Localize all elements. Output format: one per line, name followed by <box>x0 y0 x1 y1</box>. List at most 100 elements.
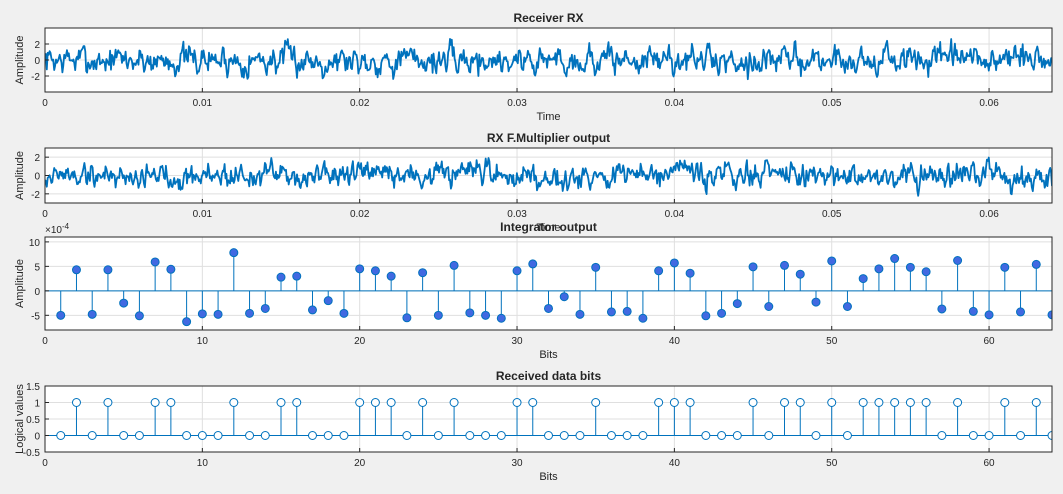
chart-title: Received data bits <box>496 369 602 383</box>
stem-marker <box>56 310 66 320</box>
stem-marker <box>544 303 553 313</box>
stem-marker <box>575 431 585 440</box>
x-tick-label: 10 <box>197 458 209 469</box>
stem-marker <box>87 309 97 319</box>
chart-title: Receiver RX <box>513 11 583 25</box>
stem-marker <box>307 305 317 315</box>
stem-marker <box>465 308 475 318</box>
x-tick-label: 0.03 <box>507 209 527 220</box>
stem-marker <box>229 248 239 258</box>
stem-marker <box>1016 431 1026 440</box>
stem-marker <box>449 260 459 270</box>
stem-marker <box>622 431 632 440</box>
stem-marker <box>748 398 758 407</box>
x-tick-label: 20 <box>354 458 366 469</box>
x-tick-label: 60 <box>984 458 996 469</box>
stem-marker <box>71 265 81 275</box>
stem-marker <box>103 398 113 407</box>
stem-marker <box>292 398 302 407</box>
stem-marker <box>213 431 223 440</box>
stem-marker <box>229 398 239 407</box>
x-tick-label: 40 <box>669 336 681 347</box>
stem-marker <box>591 398 601 407</box>
stem-marker <box>748 262 758 272</box>
stem-marker <box>528 259 538 269</box>
stem-marker <box>87 431 97 440</box>
stem-marker <box>134 311 144 321</box>
y-tick-label: 0 <box>34 56 40 67</box>
stem-marker <box>292 271 302 281</box>
stem-marker <box>921 267 931 277</box>
y-axis-label: Amplitude <box>14 36 26 85</box>
stem-marker <box>166 398 176 407</box>
stem-marker <box>905 398 915 407</box>
y-axis-label: Logical values <box>14 384 26 454</box>
y-tick-label: -2 <box>31 72 40 83</box>
y-exponent-label: ×10-4 <box>45 222 70 236</box>
stem-marker <box>842 302 852 312</box>
y-axis-label: Amplitude <box>14 259 26 308</box>
exponent-power: -4 <box>62 222 70 231</box>
stem-marker <box>953 255 963 265</box>
stem-marker <box>638 431 648 440</box>
stem-marker <box>606 307 616 317</box>
stem-marker <box>1047 310 1052 320</box>
stem-marker <box>182 431 192 440</box>
y-tick-label: 1 <box>34 399 40 410</box>
stem-marker <box>811 297 821 307</box>
stem-marker <box>370 266 380 276</box>
stem-marker <box>1016 307 1026 317</box>
stem-marker <box>182 317 192 327</box>
stem-marker <box>795 269 805 279</box>
y-tick-label: -2 <box>31 190 40 201</box>
stem-marker <box>968 306 978 316</box>
x-tick-label: 60 <box>984 336 996 347</box>
stem-marker <box>402 431 412 440</box>
plot-area <box>45 38 1052 81</box>
plot-area <box>45 248 1052 327</box>
x-tick-label: 0.02 <box>350 209 370 220</box>
stem-marker <box>654 398 664 407</box>
stem-marker <box>701 311 711 321</box>
x-tick-label: 0.04 <box>665 209 685 220</box>
stem-marker <box>717 431 727 440</box>
stem-marker <box>355 398 365 407</box>
stem-marker <box>276 398 286 407</box>
stem-marker <box>134 431 144 440</box>
y-tick-label: 0 <box>34 287 40 298</box>
x-tick-label: 10 <box>197 336 209 347</box>
stem-marker <box>701 431 711 440</box>
x-axis-label: Time <box>536 111 560 123</box>
x-axis-label: Bits <box>539 349 558 361</box>
stem-marker <box>921 398 931 407</box>
stem-marker <box>433 431 443 440</box>
stem-marker <box>1000 262 1010 272</box>
plot-area <box>45 398 1052 440</box>
x-tick-label: 0.06 <box>979 209 999 220</box>
stem-marker <box>433 310 443 320</box>
stem-marker <box>119 298 129 308</box>
stem-marker <box>764 431 774 440</box>
stem-marker <box>355 264 365 274</box>
stem-marker <box>166 264 176 274</box>
stem-marker <box>559 431 569 440</box>
stem-marker <box>245 308 255 318</box>
stem-marker <box>402 313 412 323</box>
stem-marker <box>874 398 884 407</box>
x-tick-label: 50 <box>826 458 838 469</box>
stem-marker <box>780 398 790 407</box>
stem-marker <box>717 308 727 318</box>
stem-marker <box>276 272 286 282</box>
chart-title: Integrator output <box>500 220 597 234</box>
y-tick-label: 0 <box>34 172 40 183</box>
stem-marker <box>197 309 207 319</box>
stem-marker <box>654 266 664 276</box>
stem-marker <box>1031 259 1041 269</box>
x-tick-label: 30 <box>511 458 523 469</box>
x-axis-label: Bits <box>539 471 558 483</box>
stem-marker <box>827 398 837 407</box>
stem-marker <box>260 303 270 313</box>
x-tick-label: 0 <box>42 458 48 469</box>
